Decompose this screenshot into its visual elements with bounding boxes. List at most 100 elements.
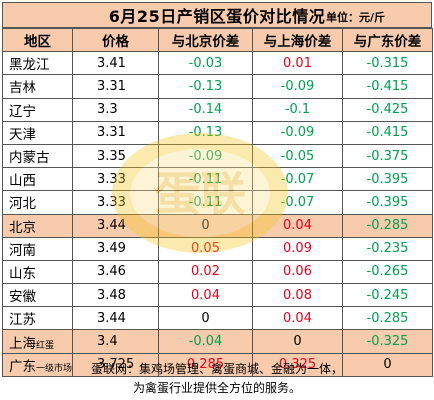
table-row: 辽宁 3.3 -0.14 -0.1 -0.425	[2, 97, 433, 122]
cell-diff-sh: -0.07	[252, 190, 343, 215]
cell-diff-gd: -0.395	[342, 190, 433, 215]
cell-diff-gd: -0.285	[342, 213, 433, 238]
cell-diff-sh: 0.06	[252, 259, 343, 285]
header-price: 价格	[72, 27, 159, 53]
cell-price: 3.33	[72, 167, 159, 192]
region-name: 天津	[9, 126, 36, 143]
cell-region: 河北	[2, 190, 73, 215]
cell-diff-bj: 0	[158, 213, 253, 238]
region-note: 一级市场	[36, 363, 73, 374]
cell-diff-sh: -0.09	[252, 120, 343, 145]
table-row: 安徽 3.48 0.04 0.08 -0.245	[2, 283, 433, 308]
price-table: 地区 价格 与北京价差 与上海价差 与广东价差 黑龙江 3.41 -0.03 0.01…	[2, 27, 433, 377]
cell-diff-sh: -0.05	[252, 143, 343, 169]
cell-diff-gd: 0	[342, 352, 433, 377]
cell-diff-bj: -0.14	[158, 97, 253, 122]
cell-diff-bj: -0.13	[158, 74, 253, 99]
cell-diff-bj: 0.04	[158, 283, 253, 308]
header-diff-shanghai: 与上海价差	[252, 27, 343, 53]
cell-region: 吉林	[2, 74, 73, 99]
cell-diff-bj: -0.04	[158, 329, 253, 354]
cell-diff-sh: 0	[252, 329, 343, 354]
cell-region: 江苏	[2, 306, 73, 331]
cell-diff-gd: -0.235	[342, 236, 433, 261]
table-row: 上海红蛋 3.4 -0.04 0 -0.325	[2, 329, 433, 354]
region-name: 山东	[9, 265, 36, 282]
cell-price: 3.48	[72, 283, 159, 308]
region-name: 广东	[9, 358, 36, 375]
table-row: 吉林 3.31 -0.13 -0.09 -0.415	[2, 74, 433, 99]
cell-diff-gd: -0.415	[342, 74, 433, 99]
cell-diff-bj: 0	[158, 306, 253, 331]
region-note: 红蛋	[36, 340, 55, 351]
cell-diff-sh: 0.325	[252, 352, 343, 377]
region-name: 吉林	[9, 80, 36, 97]
cell-diff-sh: 0.08	[252, 283, 343, 308]
table-title: 6月25日产销区蛋价对比情况	[108, 7, 326, 26]
cell-diff-gd: -0.325	[342, 329, 433, 354]
table-row: 河南 3.49 0.05 0.09 -0.235	[2, 236, 433, 261]
cell-diff-sh: -0.07	[252, 167, 343, 192]
cell-price: 3.4	[72, 329, 159, 354]
cell-diff-sh: 0.01	[252, 51, 343, 76]
cell-price: 3.44	[72, 306, 159, 331]
cell-diff-sh: 0.09	[252, 236, 343, 261]
cell-diff-bj: -0.11	[158, 167, 253, 192]
cell-diff-gd: -0.395	[342, 167, 433, 192]
cell-diff-bj: -0.09	[158, 143, 253, 169]
cell-diff-sh: 0.04	[252, 213, 343, 238]
table-body: 黑龙江 3.41 -0.03 0.01 -0.315 吉林 3.31 -0.13 -0.09 -0…	[2, 51, 433, 377]
region-name: 江苏	[9, 312, 36, 329]
cell-diff-sh: -0.09	[252, 74, 343, 99]
footer: 蛋联网：集鸡场管理、禽蛋商城、金融为一体， 为禽蛋行业提供全方位的服务。	[0, 360, 434, 398]
cell-region: 黑龙江	[2, 51, 73, 76]
cell-diff-gd: -0.245	[342, 283, 433, 308]
region-name: 河南	[9, 242, 36, 259]
cell-region: 上海红蛋	[2, 329, 73, 354]
cell-diff-bj: 0.02	[158, 259, 253, 285]
cell-region: 北京	[2, 213, 73, 238]
unit-label: 单位：元/斤	[325, 11, 385, 24]
footer-line-1: 蛋联网：集鸡场管理、禽蛋商城、金融为一体，	[90, 362, 343, 376]
table-row: 北京 3.44 0 0.04 -0.285	[2, 213, 433, 238]
cell-price: 3.44	[72, 213, 159, 238]
cell-diff-gd: -0.375	[342, 143, 433, 169]
region-name: 辽宁	[9, 103, 36, 120]
table-row: 河北 3.33 -0.11 -0.07 -0.395	[2, 190, 433, 215]
price-comparison-table-frame: 6月25日产销区蛋价对比情况 单位：元/斤 地区 价格 与北京价差 与上海价差 …	[2, 2, 433, 377]
cell-diff-gd: -0.285	[342, 306, 433, 331]
footer-line-2: 为禽蛋行业提供全方位的服务。	[132, 381, 301, 395]
table-row: 江苏 3.44 0 0.04 -0.285	[2, 306, 433, 331]
table-title-row: 6月25日产销区蛋价对比情况 单位：元/斤	[2, 2, 432, 28]
cell-price: 3.31	[72, 74, 159, 99]
table-row: 内蒙古 3.35 -0.09 -0.05 -0.375	[2, 143, 433, 169]
cell-price: 3.49	[72, 236, 159, 261]
region-name: 安徽	[9, 289, 36, 306]
cell-region: 内蒙古	[2, 143, 73, 169]
cell-diff-gd: -0.315	[342, 51, 433, 76]
cell-diff-bj: -0.03	[158, 51, 253, 76]
table-row: 山西 3.33 -0.11 -0.07 -0.395	[2, 167, 433, 192]
cell-price: 3.31	[72, 120, 159, 145]
cell-price: 3.41	[72, 51, 159, 76]
cell-diff-bj: 0.285	[158, 352, 253, 377]
region-name: 黑龙江	[9, 57, 50, 74]
cell-region: 安徽	[2, 283, 73, 308]
cell-diff-gd: -0.265	[342, 259, 433, 285]
cell-price: 3.725	[72, 352, 159, 377]
cell-diff-sh: 0.04	[252, 306, 343, 331]
cell-diff-bj: -0.11	[158, 190, 253, 215]
region-name: 山西	[9, 173, 36, 190]
header-diff-guangdong: 与广东价差	[342, 27, 433, 53]
cell-region: 山东	[2, 259, 73, 285]
cell-price: 3.3	[72, 97, 159, 122]
cell-diff-bj: -0.13	[158, 120, 253, 145]
table-row: 天津 3.31 -0.13 -0.09 -0.415	[2, 120, 433, 145]
table-row: 山东 3.46 0.02 0.06 -0.265	[2, 259, 433, 285]
region-name: 上海	[9, 335, 36, 352]
cell-diff-gd: -0.415	[342, 120, 433, 145]
cell-price: 3.46	[72, 259, 159, 285]
region-name: 内蒙古	[9, 150, 50, 167]
cell-diff-sh: -0.1	[252, 97, 343, 122]
header-diff-beijing: 与北京价差	[158, 27, 253, 53]
